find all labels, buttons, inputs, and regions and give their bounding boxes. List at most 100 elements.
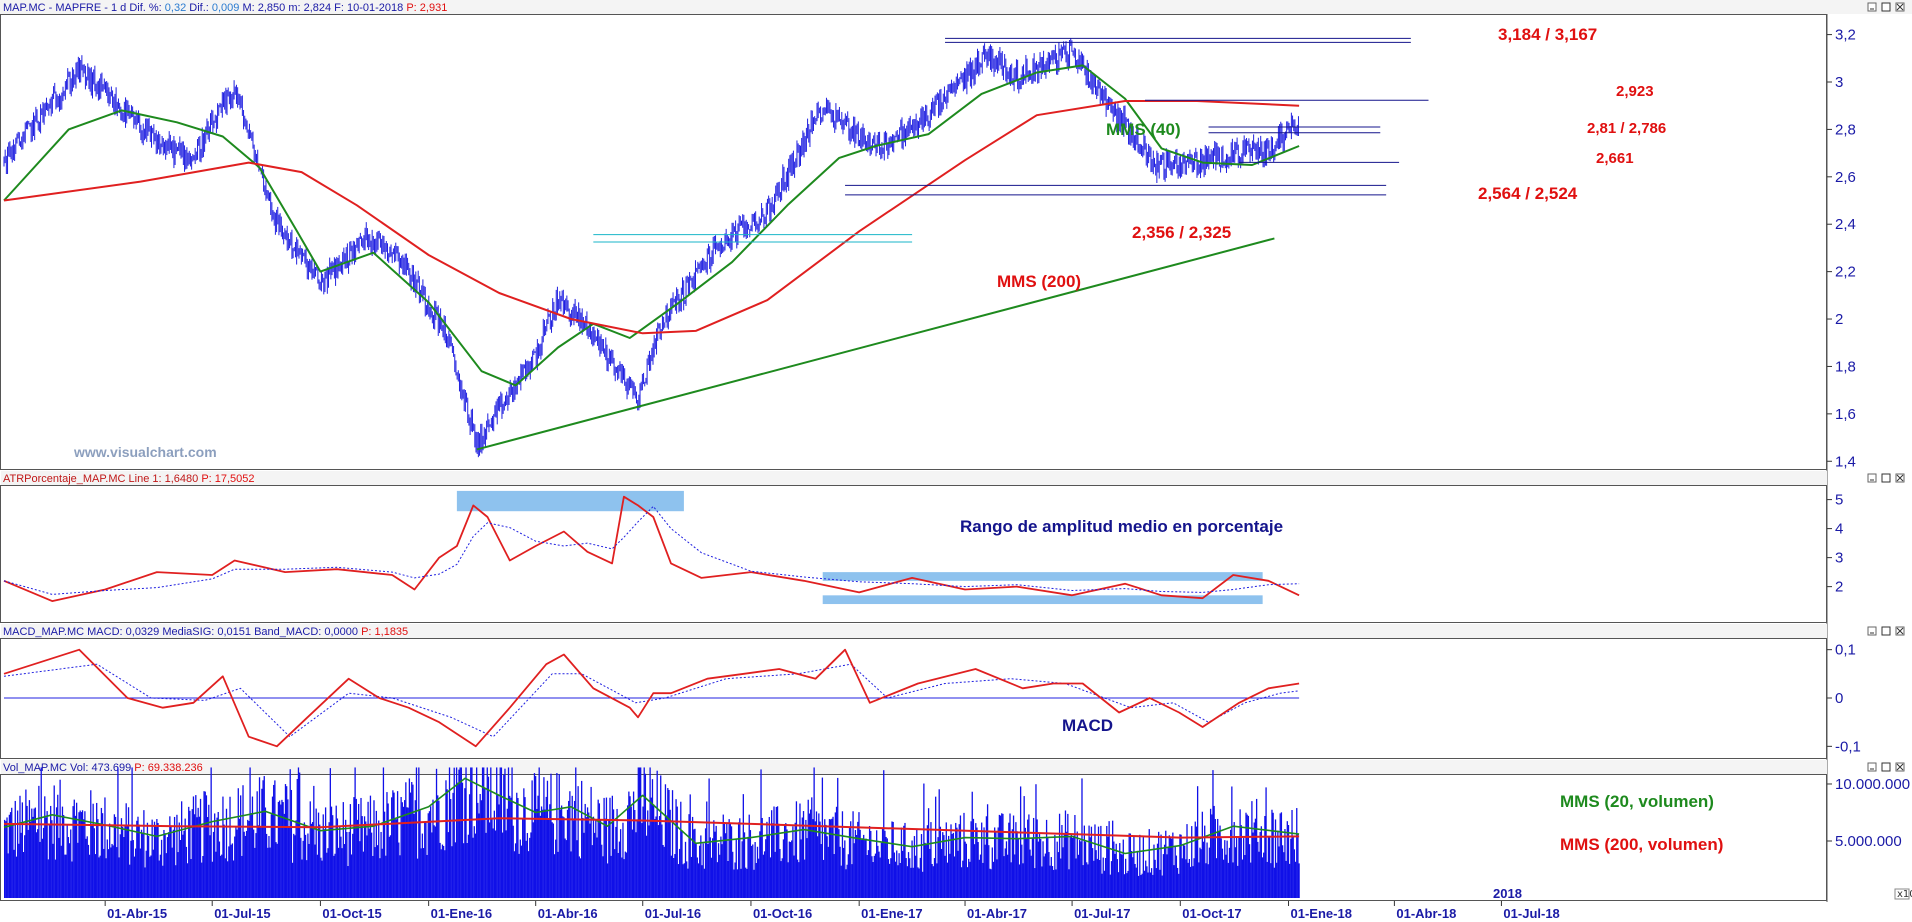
volume-bar — [155, 826, 157, 898]
volume-bar — [827, 846, 829, 898]
volume-bar — [75, 802, 78, 898]
volume-bar — [400, 797, 402, 898]
minimize-icon[interactable] — [1867, 762, 1877, 772]
volume-bar — [491, 819, 493, 898]
volume-bar — [162, 865, 164, 898]
volume-bar — [396, 791, 399, 898]
maximize-icon[interactable] — [1881, 626, 1891, 636]
volume-bar — [1069, 837, 1071, 898]
volume-bar — [238, 818, 241, 898]
volume-bar — [971, 791, 973, 898]
volume-bar — [1186, 824, 1188, 898]
volume-bar — [766, 821, 768, 898]
close-icon[interactable] — [1895, 762, 1905, 772]
volume-bar — [306, 860, 308, 898]
volume-bar — [465, 767, 467, 898]
volume-bar — [466, 843, 468, 898]
volume-bar — [1230, 829, 1232, 898]
volume-bar — [959, 815, 962, 898]
volume-bar — [969, 861, 971, 898]
volume-bar — [166, 837, 169, 898]
y-tick-label: -0,1 — [1835, 738, 1861, 755]
volume-bar — [846, 864, 848, 898]
volume-bar — [85, 838, 87, 898]
close-icon[interactable] — [1895, 473, 1905, 483]
volume-bar — [123, 837, 125, 898]
volume-bar — [798, 862, 800, 898]
maximize-icon[interactable] — [1881, 762, 1891, 772]
volume-bar — [864, 839, 866, 898]
volume-bar — [137, 816, 139, 898]
volume-bar — [1147, 872, 1149, 898]
volume-bar — [1180, 834, 1182, 898]
volume-bar — [488, 822, 491, 898]
minimize-icon[interactable] — [1867, 2, 1877, 12]
volume-bar — [905, 858, 907, 898]
volume-bar — [176, 814, 178, 898]
volume-bar — [496, 767, 498, 898]
minimize-icon[interactable] — [1867, 473, 1877, 483]
volume-bar — [1104, 858, 1107, 898]
volume-bar — [866, 855, 868, 898]
volume-bar — [19, 795, 21, 898]
scroll-icon[interactable]: x10 — [1894, 888, 1912, 900]
volume-bar — [1270, 863, 1272, 898]
volume-bar — [1021, 844, 1023, 898]
volume-bar — [441, 844, 444, 898]
volume-bar — [51, 820, 53, 898]
volume-bar — [946, 862, 949, 898]
volume-bar — [715, 825, 717, 898]
volume-bar — [319, 824, 321, 898]
annotation-mms40: MMS (40) — [1106, 120, 1181, 139]
volume-bar — [256, 791, 258, 898]
volume-bar — [1090, 826, 1093, 898]
volume-bar — [1291, 810, 1293, 898]
volume-bar — [1272, 812, 1274, 898]
volume-bar — [6, 817, 8, 898]
close-icon[interactable] — [1895, 2, 1905, 12]
volume-bar — [769, 857, 772, 898]
volume-bar — [722, 814, 724, 898]
volume-bar — [1292, 836, 1294, 898]
volume-bar — [229, 796, 231, 898]
volume-bar — [922, 871, 924, 898]
volume-bar — [752, 844, 754, 898]
volume-bar — [188, 806, 190, 898]
volume-bar — [584, 803, 586, 898]
volume-bar — [535, 776, 537, 898]
volume-bar — [287, 799, 289, 898]
volume-bar — [327, 848, 329, 898]
volume-bar — [379, 858, 381, 898]
volume-bar — [451, 846, 453, 898]
volume-bar — [1218, 831, 1220, 898]
volume-bar — [324, 807, 327, 898]
maximize-icon[interactable] — [1881, 473, 1891, 483]
volume-bar — [132, 840, 134, 898]
atr-line — [3, 495, 1300, 602]
volume-bar — [876, 830, 878, 898]
volume-bar — [1143, 870, 1146, 898]
volume-bar — [1202, 841, 1205, 898]
close-icon[interactable] — [1895, 626, 1905, 636]
volume-bar — [832, 816, 834, 898]
volume-bar — [745, 867, 747, 898]
volume-bar — [1259, 831, 1261, 898]
volume-bar — [1287, 825, 1290, 898]
volume-bar — [67, 837, 70, 898]
volume-bar — [721, 844, 723, 898]
volume-bar — [1122, 839, 1124, 898]
volume-bar — [911, 840, 913, 898]
volume-bar — [394, 819, 396, 898]
volume-bar — [579, 858, 582, 898]
volume-bar — [1165, 830, 1167, 898]
volume-bar — [1253, 822, 1255, 898]
volume-bar — [186, 863, 189, 898]
minimize-icon[interactable] — [1867, 626, 1877, 636]
volume-bar — [368, 828, 370, 898]
volume-bar — [1050, 857, 1052, 898]
volume-bar — [824, 819, 826, 898]
volume-bar — [1279, 813, 1281, 898]
volume-bar — [448, 767, 451, 898]
maximize-icon[interactable] — [1881, 2, 1891, 12]
volume-bar — [1029, 849, 1031, 898]
